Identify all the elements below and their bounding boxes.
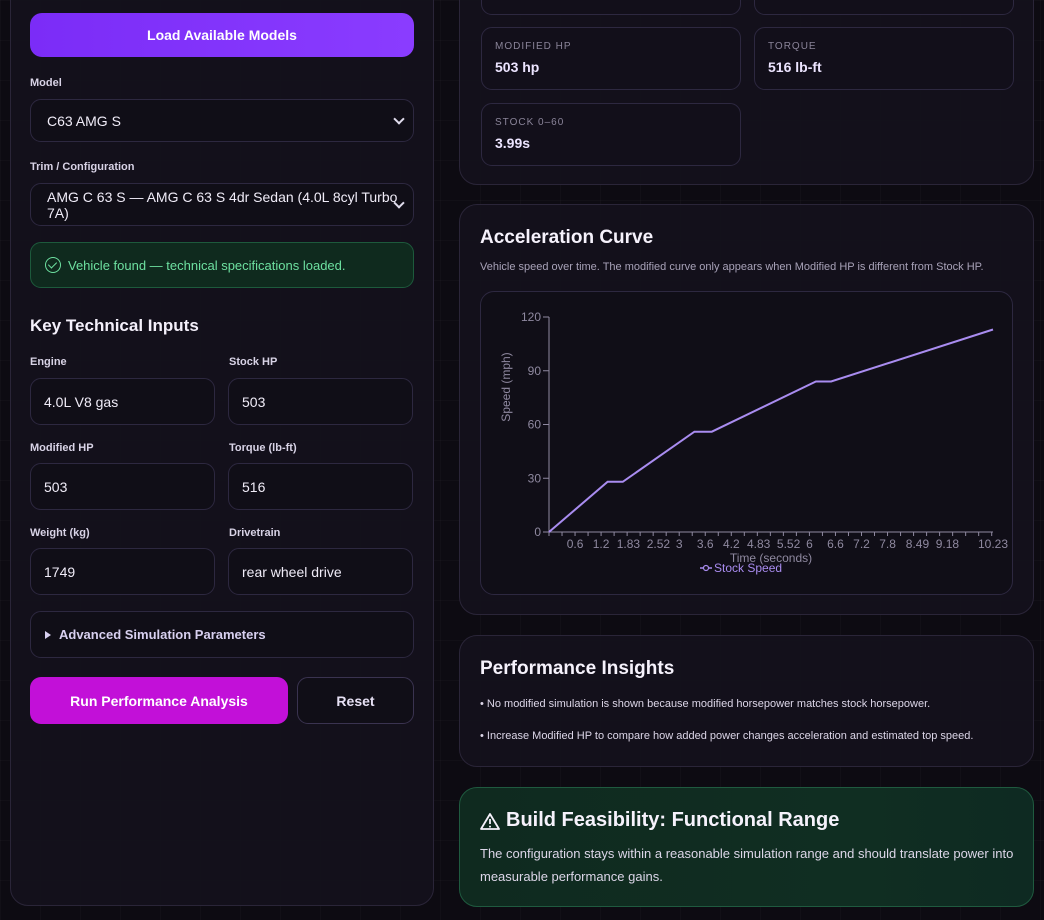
caret-right-icon <box>45 630 51 639</box>
x-tick-label: 7.2 <box>853 537 870 551</box>
stat-card-stock-0-60: STOCK 0–60 3.99s <box>481 103 741 166</box>
torque-value: 516 <box>242 478 266 495</box>
modified-hp-label: Modified HP <box>30 442 94 454</box>
chart-legend: Stock Speed <box>700 561 782 575</box>
trim-label: Trim / Configuration <box>30 161 135 173</box>
stat-card-modified-hp: MODIFIED HP 503 hp <box>481 27 741 90</box>
model-label: Model <box>30 77 62 89</box>
chevron-down-icon <box>393 113 405 125</box>
feasibility-panel: Build Feasibility: Functional Range The … <box>459 787 1034 907</box>
x-tick-label: 8.49 <box>906 537 930 551</box>
stat-value: 516 lb-ft <box>768 59 822 75</box>
x-axis-label: Time (seconds) <box>730 551 812 565</box>
model-select[interactable]: C63 AMG S <box>30 99 414 142</box>
drivetrain-field[interactable]: rear wheel drive <box>228 548 413 595</box>
y-tick-label: 90 <box>528 364 542 378</box>
x-tick-label: 0.6 <box>567 537 584 551</box>
x-tick-label: 1.83 <box>617 537 641 551</box>
acceleration-chart: 0 30 60 90 120 0.6 1.2 1.83 2.52 3 3.6 4.2 4.83 5.52… <box>499 310 1008 575</box>
y-tick-label: 120 <box>521 310 541 324</box>
x-tick-label: 6.6 <box>827 537 844 551</box>
stat-value: 503 hp <box>495 59 540 75</box>
x-tick-label: 3.6 <box>697 537 714 551</box>
stock-hp-value: 503 <box>242 393 266 410</box>
torque-label: Torque (lb-ft) <box>229 442 297 454</box>
stat-card-partial <box>481 0 741 15</box>
y-axis-label: Speed (mph) <box>499 352 513 421</box>
advanced-params-label: Advanced Simulation Parameters <box>59 627 266 642</box>
y-tick-label: 30 <box>528 471 542 485</box>
accel-subtitle: Vehicle speed over time. The modified cu… <box>480 261 984 273</box>
key-inputs-title: Key Technical Inputs <box>30 316 199 335</box>
chart-container: 0 30 60 90 120 0.6 1.2 1.83 2.52 3 3.6 4.2 4.83 5.52… <box>480 291 1013 595</box>
stat-key: TORQUE <box>768 41 817 52</box>
legend-stock-speed: Stock Speed <box>714 561 782 575</box>
trim-select-value: AMG C 63 S — AMG C 63 S 4dr Sedan (4.0L … <box>47 188 398 221</box>
modified-hp-field[interactable]: 503 <box>30 463 215 510</box>
stat-value: 3.99s <box>495 135 531 151</box>
x-tick-label: 4.2 <box>723 537 740 551</box>
reset-button[interactable]: Reset <box>297 677 414 724</box>
engine-field[interactable]: 4.0L V8 gas <box>30 378 215 425</box>
weight-label: Weight (kg) <box>30 527 90 539</box>
y-tick-label: 60 <box>528 418 542 432</box>
x-tick-label: 7.8 <box>879 537 896 551</box>
modified-hp-value: 503 <box>44 478 68 495</box>
x-tick-label: 2.52 <box>647 537 671 551</box>
trim-select[interactable]: AMG C 63 S — AMG C 63 S 4dr Sedan (4.0L … <box>30 183 414 226</box>
x-tick-label: 3 <box>676 537 683 551</box>
accel-title: Acceleration Curve <box>480 227 654 248</box>
x-tick-label: 5.52 <box>777 537 801 551</box>
drivetrain-label: Drivetrain <box>229 527 281 539</box>
acceleration-panel: Acceleration Curve Vehicle speed over ti… <box>459 204 1034 615</box>
stock-speed-line <box>548 328 994 533</box>
x-tick-label: 1.2 <box>593 537 610 551</box>
weight-value: 1749 <box>44 563 76 580</box>
stat-card-torque: TORQUE 516 lb-ft <box>754 27 1014 90</box>
advanced-params-toggle[interactable]: Advanced Simulation Parameters <box>30 611 414 658</box>
stock-hp-label: Stock HP <box>229 356 278 368</box>
feasibility-body: The configuration stays within a reasona… <box>480 846 1014 884</box>
drivetrain-value: rear wheel drive <box>242 563 342 580</box>
insights-title: Performance Insights <box>480 658 675 679</box>
feasibility-title-row: Build Feasibility: Functional Range <box>480 809 839 832</box>
vehicle-found-message: Vehicle found — technical specifications… <box>68 257 346 273</box>
load-models-button[interactable]: Load Available Models <box>30 13 414 57</box>
insights-panel: Performance Insights • No modified simul… <box>459 635 1034 767</box>
run-analysis-button[interactable]: Run Performance Analysis <box>30 677 288 724</box>
legend-marker <box>702 564 710 572</box>
stat-key: MODIFIED HP <box>495 41 572 52</box>
insight-item: • Increase Modified HP to compare how ad… <box>480 730 974 742</box>
insight-item: • No modified simulation is shown becaus… <box>480 698 931 710</box>
specs-panel: MODIFIED HP 503 hp TORQUE 516 lb-ft STOC… <box>459 0 1034 185</box>
vehicle-found-alert: Vehicle found — technical specifications… <box>30 242 414 288</box>
stat-card-partial <box>754 0 1014 15</box>
model-select-value: C63 AMG S <box>47 112 121 129</box>
y-tick-label: 0 <box>534 525 541 539</box>
check-circle-icon <box>45 257 61 273</box>
feasibility-title: Build Feasibility: Functional Range <box>506 809 840 831</box>
stat-key: STOCK 0–60 <box>495 117 565 128</box>
engine-label: Engine <box>30 356 67 368</box>
weight-field[interactable]: 1749 <box>30 548 215 595</box>
torque-field[interactable]: 516 <box>228 463 413 510</box>
engine-value: 4.0L V8 gas <box>44 393 119 410</box>
input-panel <box>10 0 434 906</box>
warning-icon <box>480 812 500 830</box>
x-tick-label: 10.23 <box>978 537 1008 551</box>
x-tick-label: 6 <box>806 537 813 551</box>
x-tick-label: 9.18 <box>936 537 960 551</box>
x-tick-label: 4.83 <box>747 537 771 551</box>
stock-hp-field[interactable]: 503 <box>228 378 413 425</box>
